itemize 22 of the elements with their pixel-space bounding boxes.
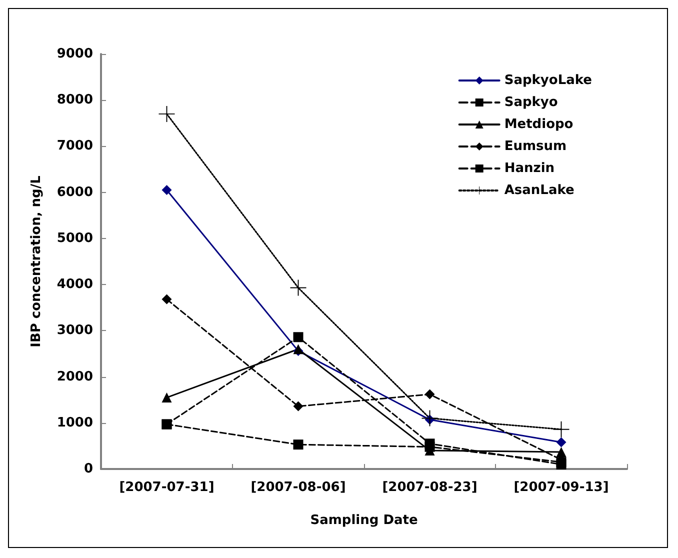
legend-label: Eumsum (504, 139, 567, 154)
x-axis-title: Sampling Date (310, 513, 418, 528)
legend-label: Metdiopo (504, 117, 574, 132)
y-axis-title: IBP concentration, ng/L (29, 176, 44, 348)
y-tick-label: 3000 (56, 323, 93, 338)
y-tick-label: 6000 (56, 184, 93, 200)
x-tick-label: [2007-07-31] (119, 480, 214, 495)
legend-label: Hanzin (504, 161, 555, 176)
legend-label: AsanLake (504, 183, 575, 198)
y-tick-label: 5000 (56, 230, 93, 246)
y-tick-label: 1000 (56, 415, 93, 430)
y-tick-label: 8000 (56, 92, 93, 108)
y-tick-label: 7000 (56, 138, 93, 154)
legend-label: SapkyoLake (504, 73, 592, 88)
x-tick-label: [2007-08-23] (382, 480, 478, 495)
y-tick-label: 4000 (56, 277, 93, 292)
x-tick-label: [2007-08-06] (250, 480, 346, 495)
y-tick-label: 2000 (56, 369, 93, 384)
y-tick-label: 9000 (56, 46, 93, 62)
x-tick-label: [2007-09-13] (514, 480, 609, 495)
legend-label: Sapkyo (504, 95, 558, 110)
y-tick-label: 0 (84, 462, 93, 476)
